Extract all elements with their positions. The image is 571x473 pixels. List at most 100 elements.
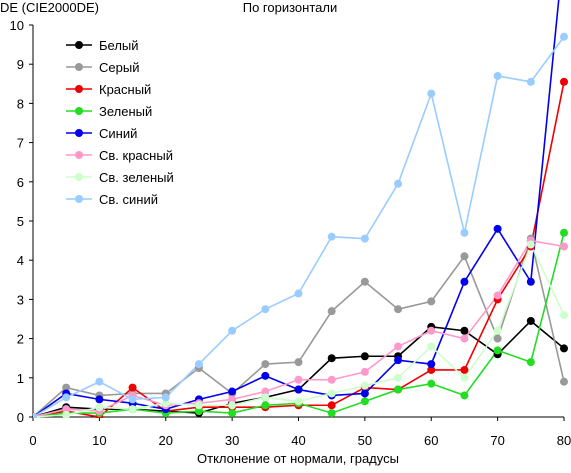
series-5-point: [493, 291, 502, 300]
series-6-point: [394, 373, 403, 382]
y-tick-label: 9: [17, 57, 24, 72]
series-7-point: [560, 32, 568, 41]
series-5-point: [460, 334, 469, 343]
x-tick-label: 0: [29, 433, 36, 448]
series-4-point: [460, 277, 469, 286]
series-7-point: [261, 305, 270, 314]
series-7-point: [493, 71, 502, 80]
series-0-point: [327, 354, 336, 363]
series-7-point: [128, 395, 137, 404]
legend-label: Серый: [99, 60, 139, 75]
y-tick-label: 2: [17, 332, 24, 347]
axes: 0 1 2 3 4 5 6 7 8 9 10 0 10 20 30 40 50 60 70 80: [10, 18, 571, 448]
series-6-point: [62, 411, 71, 418]
series-5-point: [294, 375, 303, 384]
series-0-point: [460, 326, 469, 335]
series-7-point: [526, 77, 535, 86]
series-1-point: [294, 358, 303, 367]
series-4-point: [526, 277, 535, 286]
series-4-point: [493, 224, 502, 233]
series-6-point: [327, 389, 336, 398]
legend-label: Синий: [99, 126, 137, 141]
x-axis-label: Отклонение от нормали, градусы: [197, 451, 399, 466]
series-6-point: [294, 397, 303, 406]
series-3-point: [261, 401, 270, 410]
legend-swatch-marker: [75, 129, 83, 137]
series-5-point: [327, 375, 336, 384]
series-2-point: [128, 383, 137, 392]
series-7-point: [294, 289, 303, 298]
series-7-point: [194, 360, 203, 369]
y-tick-label: 1: [17, 371, 24, 386]
legend-label: Зеленый: [99, 104, 152, 119]
series-points: [33, 32, 568, 418]
series-7-point: [394, 179, 403, 188]
series-6-point: [228, 401, 237, 410]
series-7-point: [228, 326, 237, 335]
series-5-point: [560, 242, 568, 251]
series-1-point: [493, 334, 502, 343]
y-tick-label: 6: [17, 175, 24, 190]
series-7-point: [33, 413, 37, 418]
series-6-point: [261, 393, 270, 402]
series-4-point: [261, 371, 270, 380]
series-3-point: [327, 409, 336, 418]
series-3-point: [228, 409, 237, 418]
series-1-point: [360, 277, 369, 286]
y-tick-label: 5: [17, 214, 24, 229]
series-6-point: [95, 403, 104, 412]
series-3-point: [360, 397, 369, 406]
series-1-point: [327, 307, 336, 316]
legend-label: Св. красный: [99, 148, 173, 163]
legend-swatch-marker: [75, 195, 83, 203]
series-5-point: [427, 326, 436, 335]
series-6-point: [161, 399, 170, 408]
series-2-point: [427, 365, 436, 374]
series-7-point: [360, 234, 369, 243]
series-6-point: [526, 240, 535, 249]
x-tick-label: 50: [358, 433, 372, 448]
series-1-point: [62, 383, 71, 392]
legend-label: Белый: [99, 38, 139, 53]
series-1-point: [560, 377, 568, 386]
legend-swatch-marker: [75, 107, 83, 115]
series-2-point: [327, 401, 336, 410]
y-tick-label: 10: [10, 18, 24, 33]
legend-swatch-marker: [75, 41, 83, 49]
chart-title: По горизонтали: [243, 0, 337, 15]
legend-swatch-marker: [75, 63, 83, 71]
series-6-point: [460, 373, 469, 382]
series-3-point: [460, 391, 469, 400]
series-3-point: [427, 379, 436, 388]
x-tick-label: 70: [490, 433, 504, 448]
legend-swatch-marker: [75, 151, 83, 159]
series-7-point: [460, 228, 469, 237]
x-tick-label: 20: [159, 433, 173, 448]
series-4-point: [360, 389, 369, 398]
y-tick-label: 4: [17, 253, 24, 268]
series-6-point: [493, 326, 502, 335]
series-6-point: [360, 381, 369, 390]
series-6-point: [427, 342, 436, 351]
series-5-point: [261, 387, 270, 396]
series-6-point: [194, 401, 203, 410]
series-5-point: [62, 405, 71, 414]
series-2-point: [560, 77, 568, 86]
series-3-point: [560, 228, 568, 237]
y-tick-label: 3: [17, 292, 24, 307]
series-2-point: [460, 365, 469, 374]
legend: Белый Серый Красный Зеленый Синий Св. красный…: [66, 38, 174, 207]
series-1-point: [394, 305, 403, 314]
x-tick-label: 10: [92, 433, 106, 448]
series-4-point: [394, 356, 403, 365]
series-4-point: [228, 387, 237, 396]
series-1-point: [261, 360, 270, 369]
legend-label: Красный: [99, 82, 151, 97]
series-0-point: [360, 352, 369, 361]
x-tick-label: 60: [424, 433, 438, 448]
series-1-point: [460, 252, 469, 261]
legend-label: Св. зеленый: [99, 170, 174, 185]
x-tick-label: 80: [557, 433, 571, 448]
series-4-point: [427, 360, 436, 369]
